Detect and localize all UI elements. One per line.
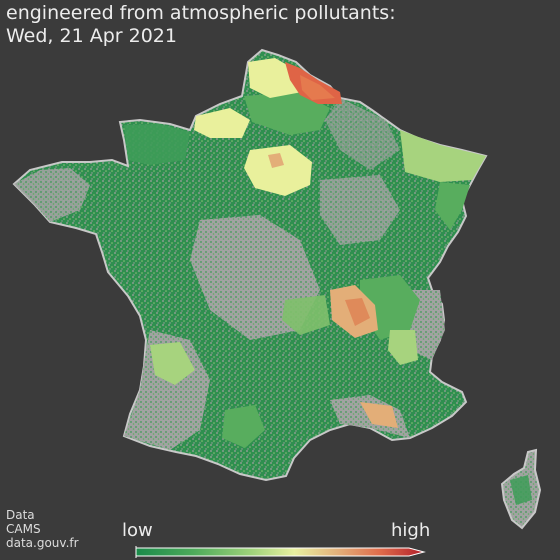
region-grey-brittany xyxy=(14,168,90,222)
legend-high-label: high xyxy=(391,520,431,541)
title-line-1: engineered from atmospheric pollutants: xyxy=(6,2,396,24)
region-rhone-valley xyxy=(388,330,418,365)
legend-low-label: low xyxy=(122,520,153,541)
map-title: engineered from atmospheric pollutants: … xyxy=(6,2,554,48)
region-green-east2 xyxy=(282,295,330,335)
credits-line-2: CAMS xyxy=(6,522,41,536)
region-green-alsace xyxy=(435,182,470,230)
region-grey-east xyxy=(320,175,400,245)
region-marseille-area xyxy=(360,402,398,428)
data-credits: Data CAMS data.gouv.fr xyxy=(6,508,79,550)
credits-line-3: data.gouv.fr xyxy=(6,536,79,550)
region-lyon-core xyxy=(345,298,370,326)
region-paris-core xyxy=(268,153,284,168)
region-green-normandy xyxy=(124,124,190,165)
region-paris xyxy=(244,145,312,196)
region-green-toulouse xyxy=(222,405,265,448)
france-map xyxy=(12,48,542,530)
region-lille-core xyxy=(300,75,335,100)
region-green-bordeaux xyxy=(150,342,195,385)
title-line-2: Wed, 21 Apr 2021 xyxy=(6,25,177,47)
region-green-lorraine xyxy=(400,130,486,182)
region-green-north xyxy=(244,92,330,135)
region-picardy xyxy=(194,108,250,138)
legend-colorbar xyxy=(135,546,426,558)
region-grey-north xyxy=(325,98,400,170)
credits-line-1: Data xyxy=(6,508,35,522)
corsica-green xyxy=(510,475,532,505)
